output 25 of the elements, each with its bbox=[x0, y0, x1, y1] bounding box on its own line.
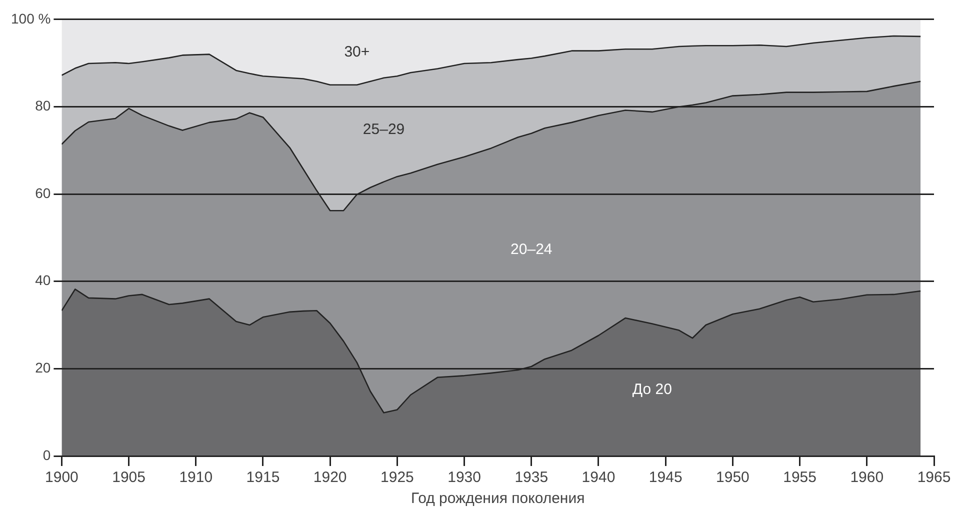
x-tick-label: 1930 bbox=[448, 469, 481, 486]
series-label: 30+ bbox=[344, 43, 370, 60]
x-tick-label: 1940 bbox=[582, 469, 616, 486]
x-tick-label: 1925 bbox=[380, 469, 414, 486]
x-tick-label: 1945 bbox=[648, 469, 682, 486]
x-tick-label: 1950 bbox=[716, 469, 750, 486]
x-tick-label: 1965 bbox=[917, 469, 951, 486]
y-tick-label: 40 bbox=[35, 272, 51, 288]
series-label: До 20 bbox=[632, 380, 672, 398]
y-tick-label: 80 bbox=[35, 98, 51, 114]
x-tick-label: 1920 bbox=[313, 469, 347, 486]
x-tick-label: 1910 bbox=[179, 469, 213, 486]
x-tick-label: 1915 bbox=[246, 469, 280, 486]
series-label: 25–29 bbox=[362, 121, 405, 138]
x-tick-label: 1900 bbox=[45, 469, 78, 486]
x-tick-label: 1935 bbox=[514, 469, 548, 486]
x-tick-label: 1955 bbox=[783, 469, 816, 486]
y-tick-label: 100 % bbox=[10, 10, 51, 26]
series-label: 20–24 bbox=[510, 241, 552, 258]
x-tick-label: 1960 bbox=[850, 469, 884, 486]
x-axis-title: Год рождения поколения bbox=[410, 490, 585, 508]
x-tick-label: 1905 bbox=[112, 469, 146, 486]
y-tick-label: 0 bbox=[42, 446, 51, 463]
y-tick-label: 20 bbox=[35, 360, 51, 376]
y-tick-label: 60 bbox=[35, 184, 51, 201]
